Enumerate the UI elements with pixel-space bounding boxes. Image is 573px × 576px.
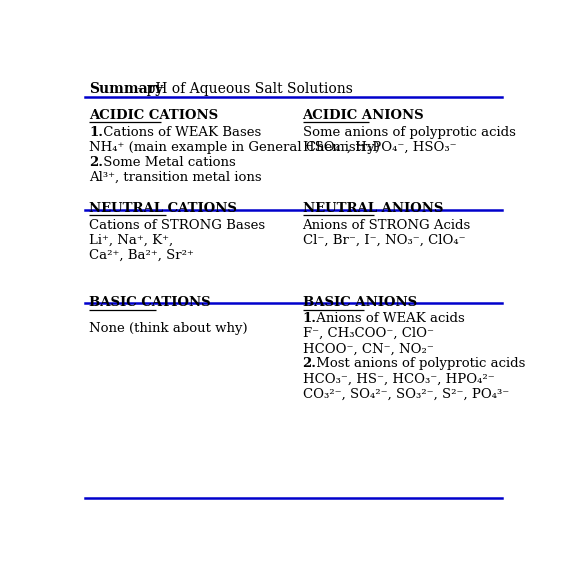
Text: 1.: 1. — [303, 312, 316, 325]
Text: 2.: 2. — [89, 156, 103, 169]
Text: HCOO⁻, CN⁻, NO₂⁻: HCOO⁻, CN⁻, NO₂⁻ — [303, 342, 433, 355]
Text: HSO₄⁻, H₂PO₄⁻, HSO₃⁻: HSO₄⁻, H₂PO₄⁻, HSO₃⁻ — [303, 141, 456, 154]
Text: Some anions of polyprotic acids: Some anions of polyprotic acids — [303, 126, 516, 139]
Text: - pH of Aqueous Salt Solutions: - pH of Aqueous Salt Solutions — [133, 82, 353, 96]
Text: Some Metal cations: Some Metal cations — [99, 156, 236, 169]
Text: Summary: Summary — [89, 82, 163, 96]
Text: 2.: 2. — [303, 357, 316, 370]
Text: F⁻, CH₃COO⁻, ClO⁻: F⁻, CH₃COO⁻, ClO⁻ — [303, 327, 434, 340]
Text: NEUTRAL CATIONS: NEUTRAL CATIONS — [89, 202, 237, 215]
Text: Anions of WEAK acids: Anions of WEAK acids — [312, 312, 465, 325]
Text: Cations of WEAK Bases: Cations of WEAK Bases — [99, 126, 261, 139]
Text: CO₃²⁻, SO₄²⁻, SO₃²⁻, S²⁻, PO₄³⁻: CO₃²⁻, SO₄²⁻, SO₃²⁻, S²⁻, PO₄³⁻ — [303, 388, 509, 400]
Text: Cl⁻, Br⁻, I⁻, NO₃⁻, ClO₄⁻: Cl⁻, Br⁻, I⁻, NO₃⁻, ClO₄⁻ — [303, 234, 465, 247]
Text: NH₄⁺ (main example in General Chemistry): NH₄⁺ (main example in General Chemistry) — [89, 141, 380, 154]
Text: Most anions of polyprotic acids: Most anions of polyprotic acids — [312, 357, 525, 370]
Text: HCO₃⁻, HS⁻, HCO₃⁻, HPO₄²⁻: HCO₃⁻, HS⁻, HCO₃⁻, HPO₄²⁻ — [303, 373, 494, 385]
Text: ACIDIC CATIONS: ACIDIC CATIONS — [89, 109, 218, 122]
Text: Cations of STRONG Bases: Cations of STRONG Bases — [89, 219, 265, 232]
Text: BASIC CATIONS: BASIC CATIONS — [89, 296, 211, 309]
Text: ACIDIC ANIONS: ACIDIC ANIONS — [303, 109, 424, 122]
Text: BASIC ANIONS: BASIC ANIONS — [303, 296, 417, 309]
Text: Al³⁺, transition metal ions: Al³⁺, transition metal ions — [89, 171, 262, 184]
Text: Anions of STRONG Acids: Anions of STRONG Acids — [303, 219, 471, 232]
Text: NEUTRAL ANIONS: NEUTRAL ANIONS — [303, 202, 443, 215]
Text: 1.: 1. — [89, 126, 103, 139]
Text: Li⁺, Na⁺, K⁺,: Li⁺, Na⁺, K⁺, — [89, 234, 174, 247]
Text: None (think about why): None (think about why) — [89, 322, 248, 335]
Text: Ca²⁺, Ba²⁺, Sr²⁺: Ca²⁺, Ba²⁺, Sr²⁺ — [89, 249, 194, 262]
